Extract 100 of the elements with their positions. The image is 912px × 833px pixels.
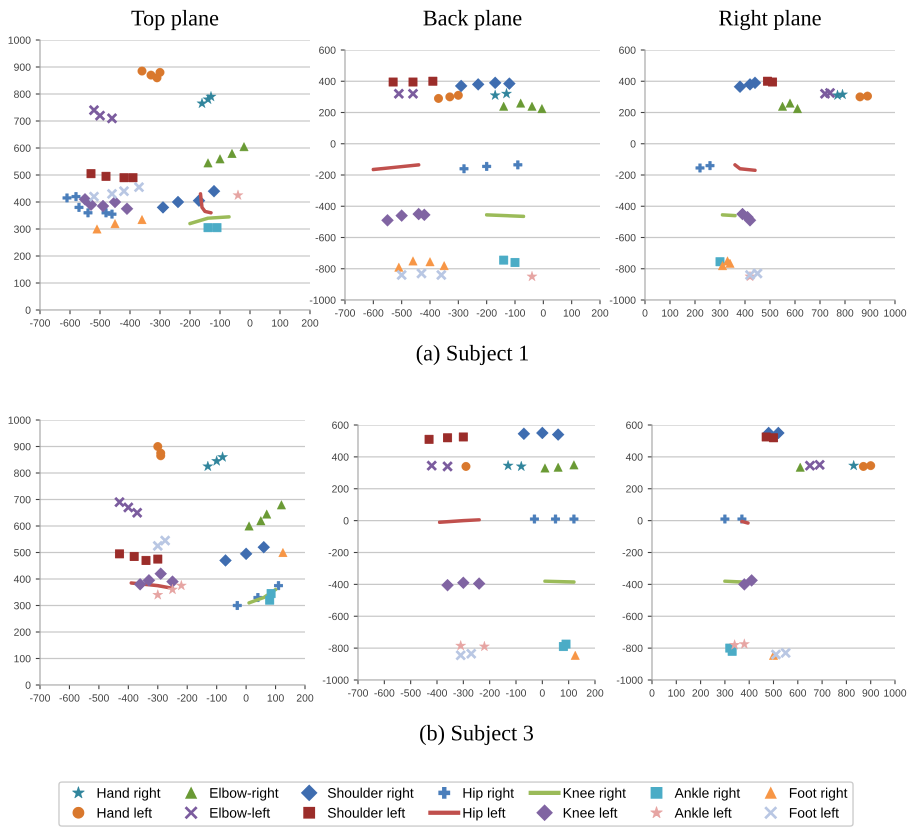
x-tick-label: -400 [120, 319, 140, 327]
point [114, 496, 126, 508]
y-tick-label: 0 [638, 517, 643, 524]
x-tick-label: 900 [862, 309, 878, 317]
x-tick-label: 0 [248, 319, 252, 327]
x-tick-label: -700 [335, 309, 356, 317]
y-tick-label: -800 [328, 644, 349, 652]
point [159, 534, 171, 546]
legend-label: Knee left [564, 808, 618, 818]
x-tick-label: 200 [296, 694, 314, 702]
x-tick-label: -400 [420, 309, 440, 317]
y-tick-label: 100 [14, 280, 31, 287]
x-tick-label: 300 [716, 689, 734, 697]
point [442, 460, 454, 472]
x-tick-label: 100 [560, 689, 577, 697]
x-tick-label: 800 [838, 689, 855, 697]
y-tick-label: 300 [14, 602, 31, 610]
x-tick-label: -200 [476, 309, 497, 317]
x-tick-label: -400 [118, 694, 138, 702]
y-tick-label: -800 [316, 265, 336, 273]
x-tick-label: 400 [740, 689, 758, 697]
legend-label: Elbow-left [210, 808, 270, 818]
y-tick-label: 600 [14, 144, 31, 152]
x-tick-label: 200 [302, 319, 318, 327]
legend-label: Ankle left [674, 808, 732, 818]
point [244, 522, 254, 530]
y-tick-label: 400 [14, 576, 31, 583]
y-tick-label: 1000 [8, 36, 31, 44]
x-tick-label: 0 [540, 309, 546, 317]
x-tick-label: -700 [30, 694, 50, 702]
x-tick-label: 0 [540, 689, 545, 697]
legend-label: Ankle right [674, 788, 740, 801]
y-tick-label: 600 [626, 422, 643, 429]
x-tick-label: 200 [586, 689, 604, 697]
y-tick-label: 800 [14, 90, 31, 98]
y-tick-label: -600 [622, 612, 643, 620]
point [396, 269, 408, 281]
y-tick-label: 600 [14, 522, 31, 530]
y-tick-label: 300 [14, 226, 31, 233]
point [393, 88, 405, 100]
legend-label: Hand left [98, 808, 152, 818]
x-tick-label: -500 [392, 309, 412, 317]
x-tick-label: 900 [862, 689, 879, 697]
point [866, 461, 876, 470]
x-tick-label: -100 [506, 689, 526, 697]
x-tick-label: -500 [90, 319, 110, 327]
x-tick-label: 100 [668, 689, 685, 697]
point [436, 269, 448, 281]
x-tick-label: 400 [736, 309, 754, 317]
x-tick-label: 500 [765, 689, 782, 697]
y-tick-label: -1000 [610, 296, 636, 304]
x-tick-label: -200 [177, 694, 198, 702]
legend-label: Foot left [790, 808, 839, 818]
y-tick-label: -1000 [616, 676, 643, 684]
y-tick-label: 200 [319, 109, 336, 116]
x-tick-label: 100 [272, 319, 288, 327]
x-tick-label: -400 [427, 689, 448, 697]
y-tick-label: 0 [630, 140, 636, 148]
x-tick-label: -300 [453, 689, 474, 697]
x-tick-label: 600 [790, 689, 806, 697]
text: (a) Subject 1 [416, 344, 528, 366]
y-tick-label: 400 [14, 198, 31, 206]
point [457, 576, 470, 590]
y-tick-label: 100 [14, 655, 31, 662]
y-tick-label: 200 [619, 109, 636, 116]
y-tick-label: -1000 [310, 296, 336, 304]
point [131, 507, 143, 518]
x-tick-label: -600 [60, 319, 80, 327]
y-tick-label: 600 [619, 46, 636, 54]
x-tick-label: -100 [210, 319, 230, 327]
point [745, 574, 758, 587]
point [154, 567, 167, 580]
point [258, 540, 270, 554]
y-tick-label: -200 [622, 549, 643, 556]
point [407, 88, 419, 100]
y-tick-label: -200 [316, 172, 336, 179]
y-tick-label: 500 [14, 172, 31, 179]
x-tick-label: -200 [180, 319, 200, 327]
y-tick-label: 0 [26, 682, 31, 689]
x-tick-label: 200 [692, 689, 709, 697]
y-tick-label: 200 [14, 252, 31, 260]
y-tick-label: 800 [14, 470, 31, 477]
y-tick-label: 600 [319, 46, 336, 54]
y-tick-label: 700 [14, 118, 31, 125]
x-tick-label: -200 [480, 689, 500, 697]
point [768, 78, 777, 87]
y-tick-label: -600 [328, 612, 349, 620]
point [122, 502, 134, 514]
x-tick-label: 100 [662, 309, 678, 317]
x-tick-label: 100 [268, 694, 284, 702]
x-tick-label: 700 [814, 689, 830, 697]
y-tick-label: -400 [328, 580, 349, 588]
x-tick-label: -100 [505, 309, 526, 317]
x-tick-label: 0 [244, 694, 249, 702]
x-tick-label: -300 [448, 309, 468, 317]
chart-title: Top plane [131, 10, 218, 30]
legend-label: Knee right [564, 788, 626, 801]
y-tick-label: 400 [332, 453, 349, 461]
x-tick-label: -600 [59, 694, 80, 702]
legend-label: Hand right [98, 788, 160, 801]
